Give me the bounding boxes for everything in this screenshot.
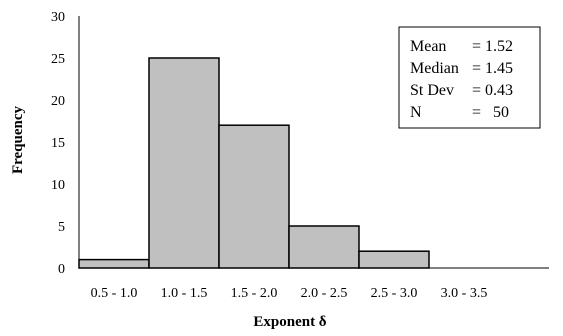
stat-mean-value: = 1.52 (472, 38, 513, 55)
x-tick-label: 3.0 - 3.5 (441, 286, 488, 301)
x-axis-title: Exponent δ (253, 314, 326, 330)
stat-stdev-value: = 0.43 (472, 82, 513, 99)
bar-1.5 - 2.0 (218, 124, 290, 269)
x-tick-labels: 0.5 - 1.0 1.0 - 1.5 1.5 - 2.0 2.0 - 2.5 2.5 … (91, 286, 488, 301)
y-tick-label: 10 (51, 178, 65, 193)
bars-group (78, 57, 430, 269)
stat-median-value: = 1.45 (472, 60, 513, 77)
y-tick-label: 30 (51, 10, 65, 25)
stat-stdev-label: St Dev (410, 82, 454, 99)
y-tick-label: 15 (51, 136, 65, 151)
stat-n-value: = 50 (472, 104, 509, 121)
y-tick-label: 0 (58, 262, 65, 277)
stat-mean-label: Mean (410, 38, 446, 55)
x-tick-label: 2.0 - 2.5 (301, 286, 348, 301)
stat-median-label: Median (410, 60, 459, 77)
x-tick-label: 1.0 - 1.5 (161, 286, 208, 301)
stat-n-label: N (410, 104, 422, 121)
y-tick-labels: 0 5 10 15 20 25 30 (51, 10, 65, 277)
bar-0.5 - 1.0 (78, 258, 150, 269)
y-tick-label: 20 (51, 94, 65, 109)
y-tick-label: 25 (51, 52, 65, 67)
bar-2.5 - 3.0 (358, 250, 430, 269)
y-tick-label: 5 (58, 220, 65, 235)
x-tick-label: 2.5 - 3.0 (371, 286, 418, 301)
x-tick-label: 1.5 - 2.0 (231, 286, 278, 301)
stats-box: Mean = 1.52 Median = 1.45 St Dev = 0.43 … (398, 26, 541, 129)
bar-1.0 - 1.5 (148, 57, 220, 269)
bar-2.0 - 2.5 (288, 225, 360, 269)
y-axis-title: Frequency (10, 105, 26, 174)
x-tick-label: 0.5 - 1.0 (91, 286, 138, 301)
